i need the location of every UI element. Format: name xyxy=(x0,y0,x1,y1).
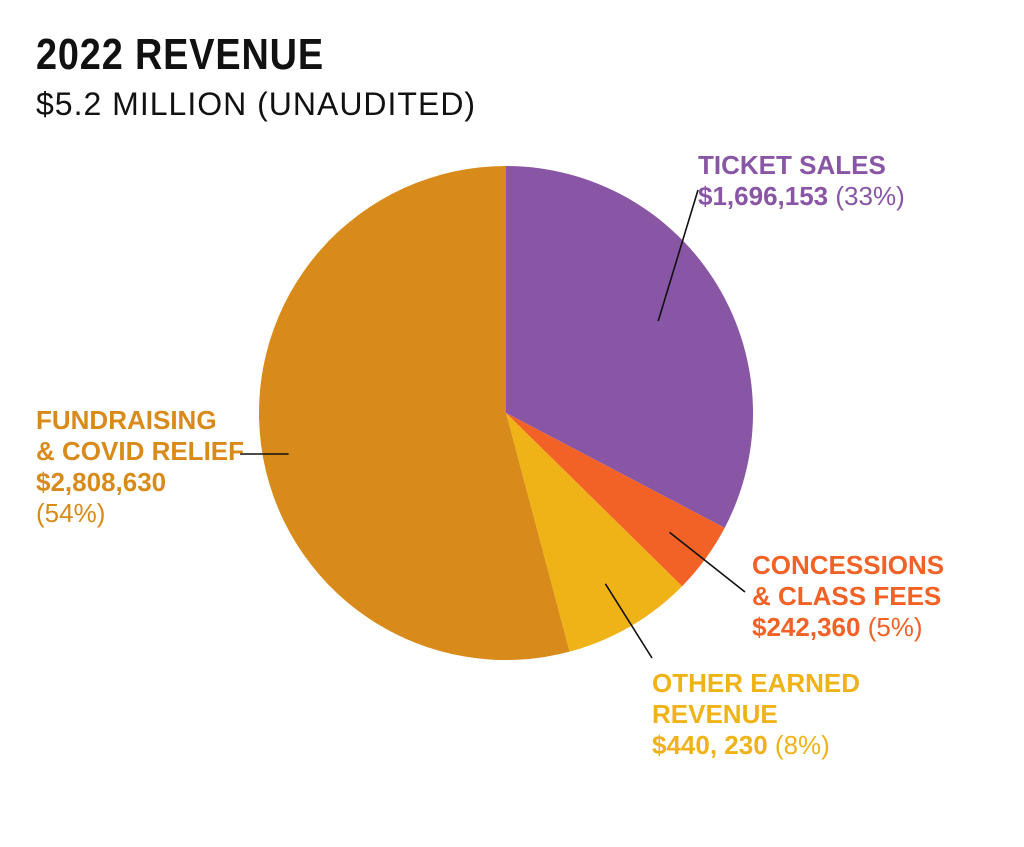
label-ticket-sales: TICKET SALES $1,696,153 (33%) xyxy=(698,150,905,212)
pie-slice-ticket-sales xyxy=(506,166,753,528)
label-other-earned-percent: (8%) xyxy=(774,730,830,760)
label-concessions-name-line2: & CLASS FEES xyxy=(752,581,942,611)
label-other-earned: OTHER EARNED REVENUE $440, 230 (8%) xyxy=(652,668,860,761)
leader-line-concessions xyxy=(669,531,746,593)
pie-slice-other-earned xyxy=(506,413,683,652)
label-concessions-percent: (5%) xyxy=(867,612,923,642)
label-fundraising: FUNDRAISING & COVID RELIEF $2,808,630 (5… xyxy=(36,405,244,529)
label-other-earned-name-line2: REVENUE xyxy=(652,699,778,729)
label-concessions: CONCESSIONS & CLASS FEES $242,360 (5%) xyxy=(752,550,944,643)
chart-subtitle: $5.2 MILLION (UNAUDITED) xyxy=(36,86,477,122)
pie-slice-concessions xyxy=(506,413,725,587)
label-fundraising-percent: (54%) xyxy=(36,498,106,528)
label-ticket-sales-value: $1,696,153 xyxy=(698,181,829,211)
label-concessions-value: $242,360 xyxy=(752,612,861,642)
pie-slice-fundraising xyxy=(259,166,570,660)
label-ticket-sales-percent: (33%) xyxy=(835,181,905,211)
label-fundraising-name-line2: & COVID RELIEF xyxy=(36,436,245,466)
label-other-earned-value: $440, 230 xyxy=(652,730,768,760)
label-other-earned-name-line1: OTHER EARNED xyxy=(652,668,861,698)
leader-line-other-earned xyxy=(604,583,653,659)
label-fundraising-value: $2,808,630 xyxy=(36,467,167,497)
label-ticket-sales-name: TICKET SALES xyxy=(698,150,886,180)
leader-line-ticket-sales xyxy=(657,189,699,322)
label-concessions-name-line1: CONCESSIONS xyxy=(752,550,945,580)
chart-title: 2022 REVENUE xyxy=(36,30,324,79)
label-fundraising-name-line1: FUNDRAISING xyxy=(36,405,217,435)
